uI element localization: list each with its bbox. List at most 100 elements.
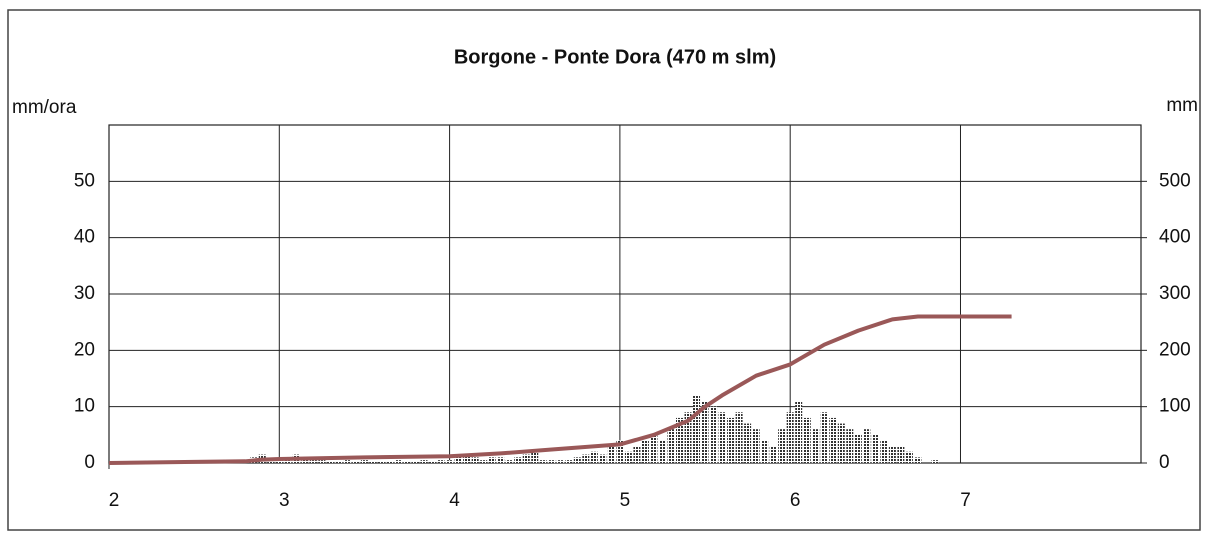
bar: [284, 460, 292, 463]
y2-tick-label: 300: [1159, 283, 1191, 304]
y-tick-label: 50: [74, 170, 95, 191]
bar: [667, 429, 675, 463]
bar: [573, 457, 581, 463]
bar: [488, 457, 496, 463]
bar: [429, 461, 437, 463]
frame: [7, 9, 1201, 531]
bar: [531, 451, 539, 463]
bar: [658, 440, 666, 463]
bar: [727, 417, 735, 463]
bar: [905, 451, 913, 463]
bar: [497, 457, 505, 463]
bar: [769, 446, 777, 463]
x-tick-label: 5: [620, 490, 631, 511]
bar: [505, 460, 513, 463]
bar: [675, 417, 683, 463]
bar: [318, 460, 326, 463]
bar: [914, 457, 922, 463]
bar: [369, 461, 377, 463]
bar: [352, 461, 360, 463]
bar: [854, 434, 862, 463]
bar: [480, 460, 488, 463]
bar: [710, 406, 718, 463]
bar: [803, 417, 811, 463]
y2-tick-label: 100: [1159, 396, 1191, 417]
y2-tick-label: 400: [1159, 227, 1191, 248]
bar: [624, 451, 632, 463]
bar: [701, 401, 709, 463]
bar: [582, 454, 590, 463]
bar: [897, 446, 905, 463]
bar: [309, 460, 317, 463]
bar: [863, 429, 871, 463]
bar: [880, 440, 888, 463]
bar: [599, 454, 607, 463]
bar: [275, 460, 283, 463]
bar: [795, 401, 803, 463]
y-tick-label: 10: [74, 396, 95, 417]
bar: [633, 446, 641, 463]
bar: [744, 423, 752, 463]
bar: [403, 461, 411, 463]
bar: [778, 429, 786, 463]
chart-title: Borgone - Ponte Dora (470 m slm): [454, 46, 776, 68]
bar: [471, 457, 479, 463]
bar: [684, 412, 692, 463]
x-tick-label: 6: [790, 490, 801, 511]
bar: [829, 417, 837, 463]
bar: [343, 460, 351, 463]
bar: [590, 451, 598, 463]
bar: [335, 461, 343, 463]
bar: [846, 429, 854, 463]
bar: [539, 460, 547, 463]
bar: [514, 457, 522, 463]
bar: [650, 434, 658, 463]
y-axis-label: mm/ora: [12, 97, 77, 118]
y2-tick-label: 500: [1159, 170, 1191, 191]
bar: [301, 460, 309, 463]
bar: [454, 457, 462, 463]
bar: [931, 460, 939, 463]
y2-tick-label: 200: [1159, 339, 1191, 360]
bar: [463, 454, 471, 463]
bar: [548, 460, 556, 463]
y-tick-label: 40: [74, 227, 95, 248]
bar: [360, 460, 368, 463]
bar: [752, 429, 760, 463]
bar: [820, 412, 828, 463]
bar: [693, 395, 701, 463]
bar: [326, 461, 334, 463]
bar: [522, 454, 530, 463]
y2-tick-label: 0: [1159, 452, 1170, 473]
bar: [607, 446, 615, 463]
bar: [377, 461, 385, 463]
bar: [641, 440, 649, 463]
bar: [565, 460, 573, 463]
bar: [267, 460, 275, 463]
x-tick-label: 2: [109, 490, 120, 511]
bar: [556, 460, 564, 463]
x-tick-label: 3: [279, 490, 290, 511]
bar: [616, 440, 624, 463]
bar: [761, 440, 769, 463]
y-tick-label: 20: [74, 339, 95, 360]
bar: [786, 412, 794, 463]
bar: [888, 446, 896, 463]
y2-axis-label: mm: [1166, 95, 1198, 116]
bar: [812, 429, 820, 463]
line: [108, 314, 1012, 465]
bar: [446, 460, 454, 463]
y-tick-label: 0: [84, 452, 95, 473]
bar: [718, 412, 726, 463]
x-tick-label: 7: [960, 490, 971, 511]
bar: [871, 434, 879, 463]
y-tick-label: 30: [74, 283, 95, 304]
bar: [735, 412, 743, 463]
bar: [386, 461, 394, 463]
bar: [837, 423, 845, 463]
bar: [437, 460, 445, 463]
bar: [420, 460, 428, 463]
bar: [412, 461, 420, 463]
